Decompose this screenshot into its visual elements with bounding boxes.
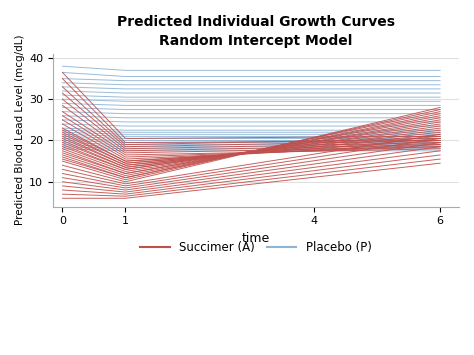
Title: Predicted Individual Growth Curves
Random Intercept Model: Predicted Individual Growth Curves Rando…	[117, 15, 395, 49]
Y-axis label: Predicted Blood Lead Level (mcg/dL): Predicted Blood Lead Level (mcg/dL)	[15, 35, 25, 225]
Legend: Succimer (A), Placebo (P): Succimer (A), Placebo (P)	[136, 236, 376, 259]
X-axis label: time: time	[242, 232, 270, 245]
